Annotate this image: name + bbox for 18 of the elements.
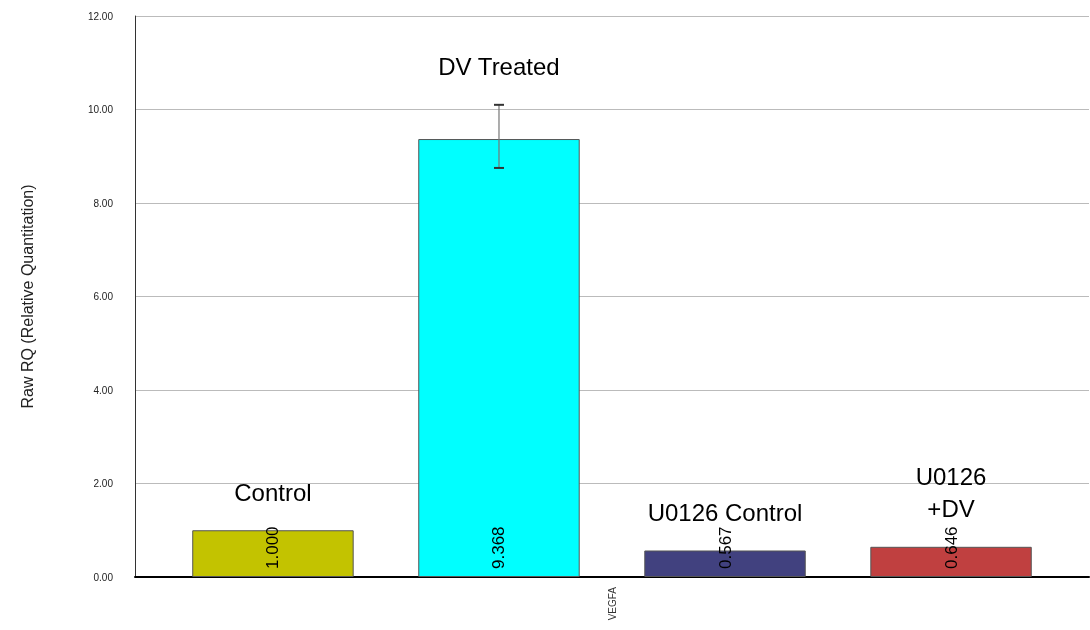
data-label: 9.368 [489,526,509,569]
y-tick-label: 6.00 [93,291,114,302]
y-tick-label: 4.00 [93,384,114,396]
y-tick-label: 0.00 [93,571,114,583]
data-label: 0.646 [941,526,961,569]
bar [418,139,580,577]
y-tick-label: 8.00 [93,197,114,209]
data-label: 0.567 [715,526,735,569]
text: DV Treated [438,53,560,81]
y-tick-label: 10.00 [87,104,114,115]
data-label: 1.000 [263,526,283,569]
series-label: U0126 Control [647,498,803,526]
series-label: U0126 +DV [915,463,987,523]
y-tick-label: 2.00 [93,478,114,489]
y-tick-label: 12.00 [87,10,114,22]
y-axis-title: Raw RQ (Relative Quantitation) [18,184,36,409]
series-label: Control [234,478,312,506]
x-tick-label: VEGFA [606,586,618,621]
